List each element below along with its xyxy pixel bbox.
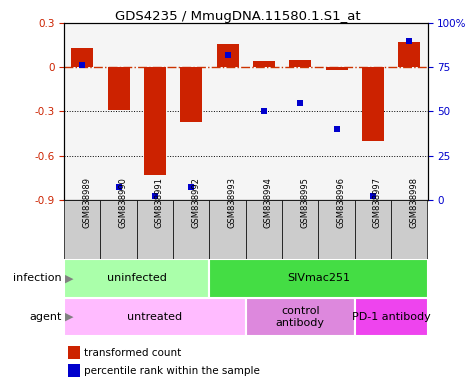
Point: [188, 184, 195, 190]
Text: GSM838995: GSM838995: [300, 177, 309, 228]
Bar: [318, 200, 355, 259]
Text: ▶: ▶: [65, 312, 74, 322]
Point: [296, 99, 304, 106]
Bar: [326, 67, 348, 70]
Point: [260, 108, 268, 114]
Bar: [64, 200, 101, 259]
Bar: [246, 200, 282, 259]
Point: [333, 126, 341, 132]
Bar: [108, 67, 130, 110]
Text: infection: infection: [13, 273, 62, 283]
Bar: [282, 200, 318, 259]
Bar: [173, 200, 209, 259]
Text: GSM838989: GSM838989: [82, 177, 91, 228]
Bar: [246, 298, 355, 336]
Bar: [253, 61, 275, 67]
Point: [406, 38, 413, 44]
Bar: [209, 200, 246, 259]
Text: transformed count: transformed count: [84, 348, 181, 358]
Bar: [64, 298, 246, 336]
Bar: [64, 259, 209, 298]
Text: GDS4235 / MmugDNA.11580.1.S1_at: GDS4235 / MmugDNA.11580.1.S1_at: [114, 10, 361, 23]
Bar: [68, 364, 80, 377]
Text: GSM838993: GSM838993: [228, 177, 237, 228]
Text: GSM838996: GSM838996: [337, 177, 346, 228]
Bar: [68, 346, 80, 359]
Point: [369, 193, 377, 199]
Bar: [144, 67, 166, 175]
Bar: [217, 44, 238, 67]
Bar: [399, 42, 420, 67]
Point: [224, 52, 231, 58]
Bar: [355, 298, 428, 336]
Text: GSM838990: GSM838990: [119, 177, 128, 228]
Point: [115, 184, 123, 190]
Bar: [391, 200, 428, 259]
Text: ▶: ▶: [65, 273, 74, 283]
Text: GSM838991: GSM838991: [155, 177, 164, 228]
Point: [151, 193, 159, 199]
Text: untreated: untreated: [127, 312, 182, 322]
Bar: [289, 60, 311, 67]
Bar: [71, 48, 93, 67]
Bar: [101, 200, 137, 259]
Point: [78, 62, 86, 68]
Text: GSM838992: GSM838992: [191, 177, 200, 228]
Text: agent: agent: [29, 312, 62, 322]
Bar: [209, 259, 428, 298]
Text: GSM838994: GSM838994: [264, 177, 273, 228]
Bar: [180, 67, 202, 122]
Text: control
antibody: control antibody: [276, 306, 325, 328]
Text: uninfected: uninfected: [107, 273, 167, 283]
Bar: [355, 200, 391, 259]
Text: SIVmac251: SIVmac251: [287, 273, 350, 283]
Text: PD-1 antibody: PD-1 antibody: [352, 312, 430, 322]
Bar: [362, 67, 384, 141]
Text: percentile rank within the sample: percentile rank within the sample: [84, 366, 260, 376]
Text: GSM838998: GSM838998: [409, 177, 418, 228]
Text: GSM838997: GSM838997: [373, 177, 382, 228]
Bar: [137, 200, 173, 259]
